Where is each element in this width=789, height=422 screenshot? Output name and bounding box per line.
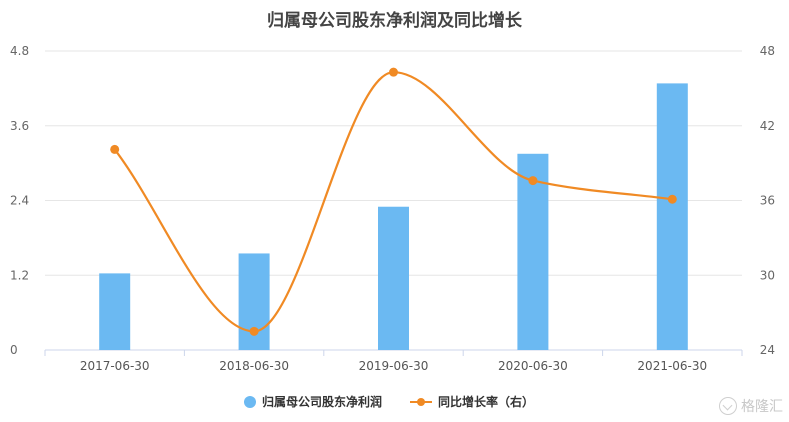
legend-label-line: 同比增长率（右） [438, 394, 534, 409]
y-right-tick-label: 42 [760, 119, 775, 133]
y-left-tick-label: 4.8 [10, 44, 29, 58]
x-tick-label: 2017-06-30 [80, 359, 150, 373]
y-left-tick-label: 0 [10, 343, 18, 357]
bar [378, 206, 409, 350]
x-tick-label: 2021-06-30 [637, 359, 707, 373]
y-right-tick-label: 36 [760, 194, 775, 208]
y-left-tick-label: 2.4 [10, 194, 29, 208]
chart-title: 归属母公司股东净利润及同比增长 [267, 11, 522, 31]
y-left-tick-label: 1.2 [10, 268, 29, 282]
legend-label-bar: 归属母公司股东净利润 [262, 394, 382, 409]
growth-point [667, 194, 677, 204]
growth-point [528, 176, 538, 186]
legend-marker-line [417, 398, 425, 406]
y-right-tick-label: 30 [760, 268, 775, 282]
bar [656, 83, 688, 351]
y-left-tick-label: 3.6 [10, 119, 29, 133]
watermark: 格隆汇 [719, 396, 783, 416]
watermark-logo-icon [719, 397, 737, 415]
x-tick-label: 2020-06-30 [498, 359, 568, 373]
growth-point [110, 144, 120, 154]
bar [517, 153, 549, 350]
watermark-text: 格隆汇 [741, 399, 783, 415]
legend-marker-bar [244, 396, 256, 408]
x-tick-label: 2019-06-30 [359, 359, 429, 373]
bar [99, 273, 131, 350]
x-tick-label: 2018-06-30 [219, 359, 289, 373]
y-right-tick-label: 24 [760, 343, 775, 357]
growth-point [389, 67, 398, 77]
growth-point [249, 326, 259, 336]
y-right-tick-label: 48 [760, 44, 775, 58]
growth-line [113, 71, 673, 333]
